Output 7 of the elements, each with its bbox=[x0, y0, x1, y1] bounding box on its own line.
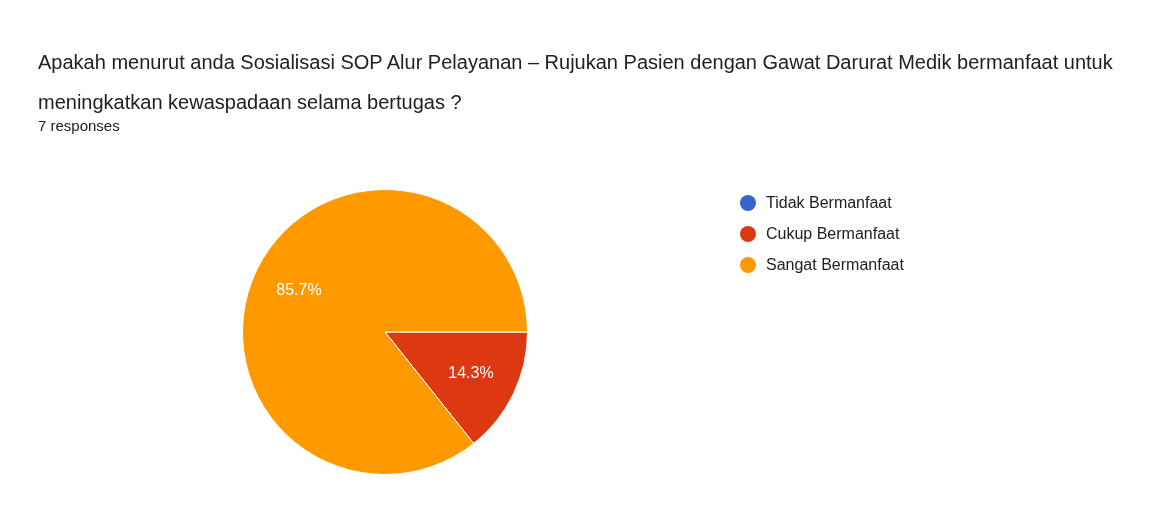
data-label: 14.3% bbox=[448, 363, 494, 381]
data-label: 85.7% bbox=[276, 280, 322, 298]
legend-label: Cukup Bermanfaat bbox=[766, 224, 900, 243]
chart-title: Apakah menurut anda Sosialisasi SOP Alur Pelayanan – Rujukan Pasien dengan Gawat Darurat Medik bermanfaat untuk meningkatkan kewaspadaan selama bertugas ? bbox=[38, 51, 1113, 113]
legend-label: Tidak Bermanfaat bbox=[766, 193, 892, 212]
legend-label: Sangat Bermanfaat bbox=[766, 255, 904, 274]
text: 7 responses bbox=[38, 117, 120, 134]
